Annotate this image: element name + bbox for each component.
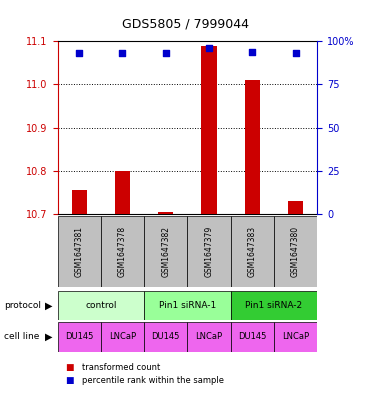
Text: DU145: DU145 [65, 332, 93, 342]
Bar [288, 201, 303, 214]
Bar [231, 291, 317, 320]
Bar [144, 291, 231, 320]
Text: GSM1647383: GSM1647383 [248, 226, 257, 277]
Text: cell line: cell line [4, 332, 39, 342]
Point [206, 45, 212, 51]
Point [163, 50, 169, 57]
Text: Pin1 siRNA-1: Pin1 siRNA-1 [159, 301, 216, 310]
Text: DU145: DU145 [151, 332, 180, 342]
Text: LNCaP: LNCaP [109, 332, 136, 342]
Bar [58, 216, 101, 287]
Text: ▶: ▶ [45, 332, 52, 342]
Text: ▶: ▶ [45, 301, 52, 310]
Text: GSM1647380: GSM1647380 [291, 226, 300, 277]
Point [76, 50, 82, 57]
Bar [58, 322, 101, 352]
Text: Pin1 siRNA-2: Pin1 siRNA-2 [245, 301, 302, 310]
Text: percentile rank within the sample: percentile rank within the sample [82, 376, 224, 385]
Text: GSM1647382: GSM1647382 [161, 226, 170, 277]
Bar [144, 216, 187, 287]
Bar [274, 322, 317, 352]
Point [293, 50, 299, 57]
Text: LNCaP: LNCaP [282, 332, 309, 342]
Text: control: control [85, 301, 116, 310]
Bar [231, 216, 274, 287]
Text: LNCaP: LNCaP [196, 332, 223, 342]
Bar [158, 212, 173, 214]
Bar [115, 171, 130, 214]
Text: DU145: DU145 [238, 332, 266, 342]
Text: GSM1647381: GSM1647381 [75, 226, 83, 277]
Text: ■: ■ [65, 363, 73, 372]
Bar [274, 216, 317, 287]
Text: GDS5805 / 7999044: GDS5805 / 7999044 [122, 18, 249, 31]
Bar [187, 216, 231, 287]
Text: protocol: protocol [4, 301, 41, 310]
Text: ■: ■ [65, 376, 73, 385]
Bar [101, 216, 144, 287]
Text: GSM1647378: GSM1647378 [118, 226, 127, 277]
Bar [201, 46, 217, 214]
Bar [101, 322, 144, 352]
Point [249, 48, 255, 55]
Bar [187, 322, 231, 352]
Bar [144, 322, 187, 352]
Bar [58, 291, 144, 320]
Bar [231, 322, 274, 352]
Bar [245, 80, 260, 214]
Text: transformed count: transformed count [82, 363, 160, 372]
Bar [72, 190, 87, 214]
Text: GSM1647379: GSM1647379 [204, 226, 213, 277]
Point [119, 50, 125, 57]
